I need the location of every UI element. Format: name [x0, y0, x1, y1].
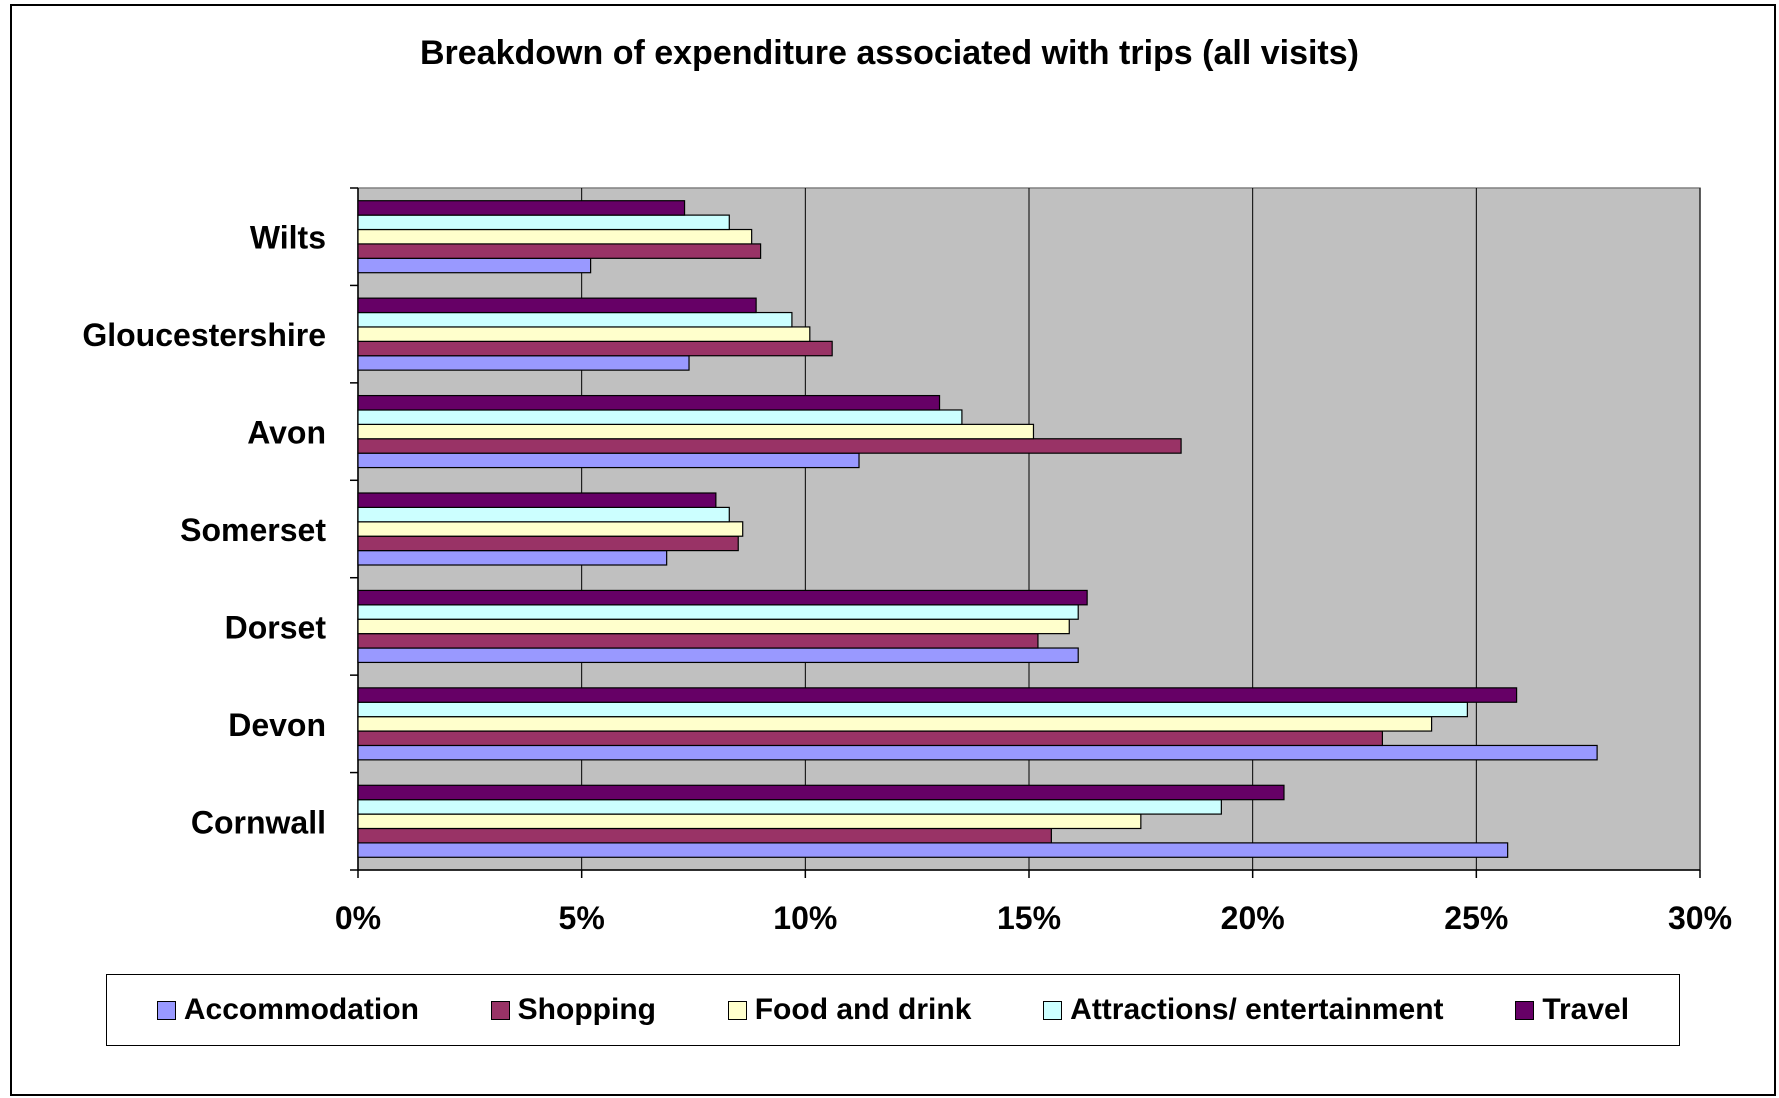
- legend-swatch: [1043, 1000, 1063, 1020]
- bar: [357, 784, 1285, 801]
- bar: [357, 297, 757, 314]
- bar: [357, 604, 1079, 620]
- bar: [357, 243, 762, 259]
- bar: [357, 730, 1383, 747]
- bar: [357, 492, 717, 508]
- bar: [357, 355, 690, 371]
- x-tick-label: 0%: [335, 900, 381, 936]
- bar: [357, 827, 1052, 844]
- bar: [357, 842, 1509, 858]
- bar: [357, 311, 793, 328]
- legend-swatch: [727, 1000, 747, 1020]
- bar: [357, 409, 963, 425]
- bar: [357, 423, 1035, 440]
- bar: [357, 535, 739, 552]
- bar: [357, 799, 1222, 815]
- chart-title: Breakdown of expenditure associated with…: [419, 34, 1359, 72]
- bar: [357, 744, 1598, 761]
- x-tick-label: 20%: [1221, 900, 1285, 936]
- legend-swatch: [1515, 1000, 1535, 1020]
- legend-label: Attractions/ entertainment: [1070, 993, 1444, 1026]
- legend-swatch: [156, 1000, 176, 1020]
- legend-label: Food and drink: [754, 993, 972, 1026]
- bar: [357, 506, 730, 523]
- category-label: Cornwall: [191, 804, 326, 840]
- bar: [357, 438, 1182, 454]
- category-label: Gloucestershire: [82, 317, 326, 353]
- legend-label: Travel: [1542, 993, 1630, 1026]
- x-tick-label: 5%: [559, 900, 605, 936]
- category-label: Avon: [247, 415, 326, 451]
- bar: [357, 618, 1070, 635]
- bar: [357, 340, 833, 357]
- bar: [357, 326, 811, 342]
- x-tick-label: 25%: [1444, 900, 1508, 936]
- x-tick-label: 30%: [1668, 900, 1732, 936]
- bar: [357, 589, 1088, 606]
- x-tick-label: 10%: [773, 900, 837, 936]
- legend: Accommodation Shopping Food and drink Attra…: [106, 974, 1680, 1046]
- category-label: Somerset: [180, 512, 326, 548]
- category-label: Dorset: [225, 609, 327, 645]
- legend-item: Travel: [1515, 993, 1629, 1027]
- bar: [357, 633, 1039, 649]
- bar: [357, 214, 730, 231]
- bar: [357, 549, 668, 566]
- bar: [357, 813, 1142, 830]
- bar: [357, 687, 1518, 703]
- legend-item: Attractions/ entertainment: [1043, 993, 1444, 1027]
- legend-label: Accommodation: [183, 993, 419, 1026]
- legend-item: Accommodation: [156, 993, 419, 1027]
- bar: [357, 228, 753, 245]
- bar: [357, 394, 941, 411]
- bar: [357, 701, 1468, 718]
- bar: [357, 200, 686, 216]
- category-label: Devon: [228, 707, 326, 743]
- legend-item: Food and drink: [727, 993, 972, 1027]
- legend-swatch: [490, 1000, 510, 1020]
- category-label: Wilts: [250, 220, 326, 256]
- bar: [357, 716, 1433, 732]
- bar: [357, 647, 1079, 664]
- bar: [357, 521, 744, 537]
- x-tick-label: 15%: [997, 900, 1061, 936]
- legend-item: Shopping: [490, 993, 656, 1027]
- bar: [357, 452, 860, 469]
- legend-label: Shopping: [517, 993, 656, 1026]
- bar: [357, 257, 592, 274]
